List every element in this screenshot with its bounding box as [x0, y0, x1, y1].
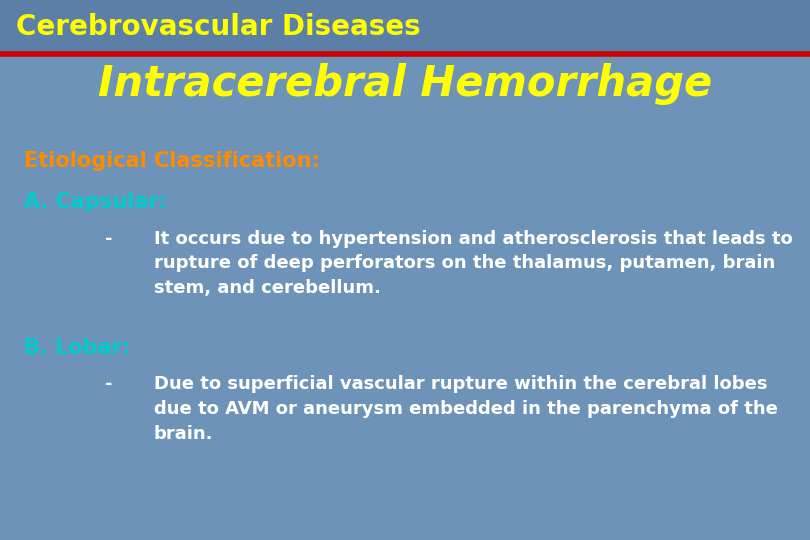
Text: B. Lobar:: B. Lobar: [24, 338, 130, 357]
Text: Cerebrovascular Diseases: Cerebrovascular Diseases [16, 13, 421, 41]
Text: It occurs due to hypertension and atherosclerosis that leads to
rupture of deep : It occurs due to hypertension and athero… [154, 230, 793, 298]
Text: A. Capsular:: A. Capsular: [24, 192, 168, 212]
Text: Etiological Classification:: Etiological Classification: [24, 151, 320, 171]
Text: Due to superficial vascular rupture within the cerebral lobes
due to AVM or aneu: Due to superficial vascular rupture with… [154, 375, 778, 443]
Text: Intracerebral Hemorrhage: Intracerebral Hemorrhage [98, 63, 712, 105]
Bar [0, 0, 810, 54]
Text: -: - [105, 230, 113, 247]
Text: -: - [105, 375, 113, 393]
